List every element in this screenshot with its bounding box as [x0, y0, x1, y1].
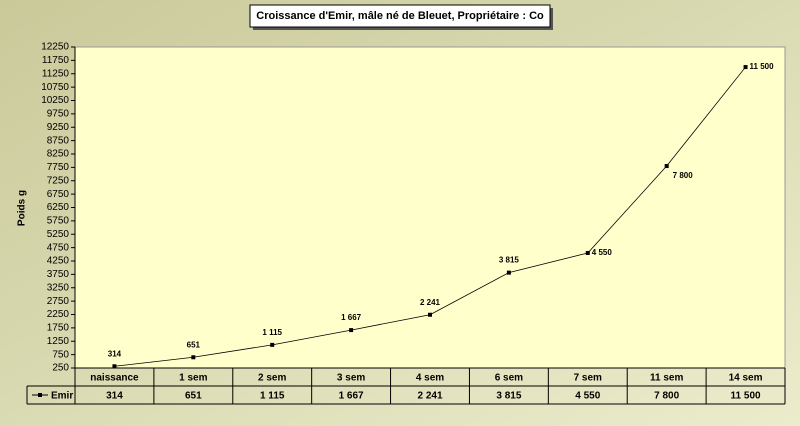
y-tick-label: 10750: [41, 82, 69, 93]
marker: [585, 250, 590, 255]
x-tick-label: 14 sem: [729, 373, 763, 384]
value-label: 2 241: [420, 298, 441, 307]
y-tick-label: 8250: [47, 149, 70, 160]
y-tick-label: 1750: [47, 323, 70, 334]
plot-area: [74, 46, 786, 369]
value-label: 3 815: [499, 256, 520, 265]
marker: [428, 312, 432, 317]
x-tick-label: 1 sem: [179, 373, 207, 384]
y-tick-label: 7750: [47, 162, 70, 173]
y-tick-label: 8750: [47, 135, 70, 146]
y-tick-label: 10250: [41, 95, 69, 106]
y-tick-label: 4250: [47, 256, 70, 267]
marker: [270, 342, 275, 347]
marker: [349, 328, 354, 333]
x-tick-label: 7 sem: [574, 373, 602, 384]
x-tick-label: 2 sem: [258, 373, 286, 384]
y-axis-label: Poids g: [17, 190, 28, 226]
table-value: 4 550: [575, 391, 600, 402]
table-value: 1 115: [260, 391, 285, 402]
value-label: 1 115: [262, 328, 282, 337]
y-tick-label: 11250: [42, 68, 70, 79]
y-tick-label: 9250: [47, 122, 70, 133]
x-tick-label: 4 sem: [416, 373, 444, 384]
y-tick-label: 3250: [47, 282, 70, 293]
y-tick-label: 9750: [47, 109, 70, 120]
legend-label: Emir: [51, 391, 73, 402]
value-label: 11 500: [750, 62, 775, 71]
table-value: 314: [106, 391, 123, 402]
x-tick-label: 11 sem: [650, 373, 683, 384]
y-tick-label: 12250: [41, 42, 69, 53]
value-label: 314: [108, 349, 122, 358]
y-tick-label: 11750: [42, 55, 70, 66]
table-value: 1 667: [339, 391, 364, 402]
value-label: 4 550: [592, 248, 613, 257]
title-box: [249, 4, 551, 28]
table-value: 11 500: [731, 391, 761, 402]
y-tick-label: 5750: [47, 216, 70, 227]
legend-key: [38, 393, 42, 397]
y-tick-label: 2250: [47, 309, 70, 320]
marker: [112, 364, 117, 369]
table-value: 651: [185, 391, 202, 402]
y-tick-label: 6250: [47, 202, 70, 213]
marker: [743, 65, 748, 70]
marker: [191, 355, 196, 360]
table-value: 7 800: [654, 391, 679, 402]
y-tick-label: 250: [52, 363, 69, 374]
table-value: 2 241: [417, 391, 442, 402]
x-tick-label: 6 sem: [495, 373, 523, 384]
value-label: 7 800: [673, 171, 694, 180]
y-tick-label: 4750: [47, 242, 70, 253]
value-label: 1 667: [341, 313, 362, 322]
marker: [506, 270, 511, 275]
chart-title: Croissance d'Emir, mâle né de Bleuet, Pr…: [256, 10, 544, 22]
y-tick-label: 5250: [47, 229, 70, 240]
y-tick-label: 1250: [47, 336, 70, 347]
y-tick-label: 3750: [47, 269, 70, 280]
x-tick-label: 3 sem: [337, 373, 365, 384]
y-tick-label: 7250: [47, 175, 70, 186]
y-tick-label: 6750: [47, 189, 70, 200]
y-tick-label: 2750: [47, 296, 70, 307]
value-label: 651: [187, 340, 201, 349]
x-tick-label: naissance: [90, 373, 139, 384]
y-tick-label: 750: [52, 349, 69, 360]
marker: [664, 164, 669, 169]
table-value: 3 815: [496, 391, 521, 402]
